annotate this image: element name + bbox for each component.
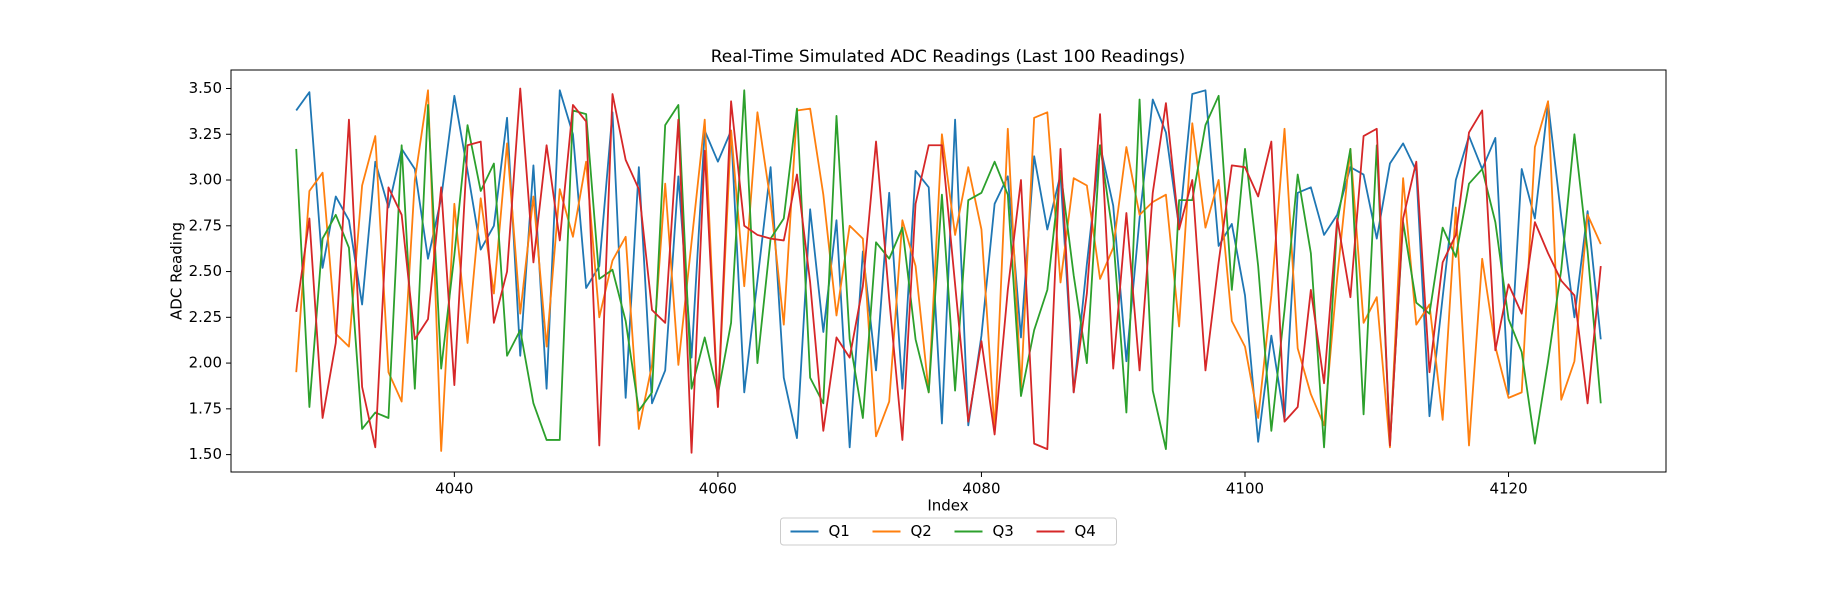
y-axis-label: ADC Reading [168,222,186,320]
legend-label: Q4 [1075,522,1096,540]
legend-label: Q2 [911,522,932,540]
y-tick-label: 2.75 [189,216,222,234]
y-tick-label: 3.00 [189,171,222,189]
x-tick-label: 4120 [1489,480,1527,498]
y-tick-label: 1.75 [189,399,222,417]
y-tick-label: 2.50 [189,262,222,280]
y-tick-label: 1.50 [189,445,222,463]
series-line [295,89,1602,452]
legend-label: Q3 [993,522,1014,540]
y-tick-label: 2.00 [189,354,222,372]
series-line [295,89,1602,449]
plot-frame [230,69,1667,473]
y-tick-label: 2.25 [189,308,222,326]
x-axis-label: Index [927,497,968,515]
y-tick-label: 3.50 [189,79,222,97]
series-line [295,87,1602,454]
x-tick-label: 4100 [1226,480,1264,498]
legend-frame [780,517,1117,546]
legend: Q1 Q2 Q3 Q4 [780,517,1117,546]
chart-title: Real-Time Simulated ADC Readings (Last 1… [711,47,1186,67]
y-tick-label: 3.25 [189,125,222,143]
x-tick-label: 4080 [962,480,1000,498]
x-tick-label: 4040 [435,480,473,498]
x-tick-label: 4060 [699,480,737,498]
legend-label: Q1 [829,522,850,540]
